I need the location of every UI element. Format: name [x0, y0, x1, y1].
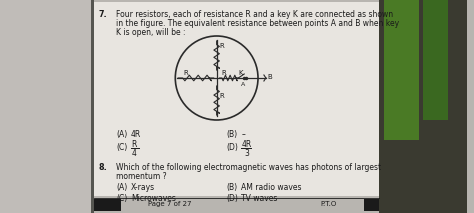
FancyBboxPatch shape [384, 0, 419, 140]
Text: R: R [219, 43, 224, 49]
Text: R: R [219, 93, 224, 99]
Text: R: R [131, 140, 137, 149]
Text: momentum ?: momentum ? [116, 172, 167, 181]
Text: Page 7 of 27: Page 7 of 27 [148, 201, 191, 207]
Text: TV waves: TV waves [241, 194, 278, 203]
FancyBboxPatch shape [365, 199, 379, 211]
Text: X-rays: X-rays [131, 183, 155, 192]
Text: 4R: 4R [131, 130, 141, 139]
Text: (A): (A) [116, 130, 128, 139]
Text: –: – [241, 130, 245, 139]
Text: (C): (C) [116, 194, 128, 203]
Text: (A): (A) [116, 183, 128, 192]
Text: (B): (B) [227, 130, 237, 139]
Text: AM radio waves: AM radio waves [241, 183, 302, 192]
Text: 4: 4 [132, 149, 137, 158]
Text: R: R [221, 70, 226, 76]
Text: 4R: 4R [241, 140, 252, 149]
Text: Microwaves: Microwaves [131, 194, 176, 203]
Text: (C): (C) [116, 143, 128, 152]
Text: A: A [241, 82, 246, 87]
Text: R: R [183, 70, 188, 76]
Text: in the figure. The equivalent resistance between points A and B when key: in the figure. The equivalent resistance… [116, 19, 399, 28]
Text: (D): (D) [227, 143, 238, 152]
Text: K: K [238, 70, 243, 76]
FancyBboxPatch shape [379, 0, 467, 213]
Text: B: B [268, 74, 273, 80]
FancyBboxPatch shape [423, 0, 448, 120]
Text: Four resistors, each of resistance R and a key K are connected as shown: Four resistors, each of resistance R and… [116, 10, 393, 19]
Text: (D): (D) [227, 194, 238, 203]
Text: 7.: 7. [99, 10, 107, 19]
FancyBboxPatch shape [93, 2, 379, 196]
Text: K is open, will be :: K is open, will be : [116, 28, 186, 37]
FancyBboxPatch shape [0, 0, 93, 213]
Text: Which of the following electromagnetic waves has photons of largest: Which of the following electromagnetic w… [116, 163, 381, 172]
FancyBboxPatch shape [93, 199, 121, 211]
Text: 8.: 8. [99, 163, 107, 172]
Text: P.T.O: P.T.O [320, 201, 336, 207]
FancyBboxPatch shape [91, 0, 93, 213]
Text: (B): (B) [227, 183, 237, 192]
Text: 3: 3 [244, 149, 249, 158]
